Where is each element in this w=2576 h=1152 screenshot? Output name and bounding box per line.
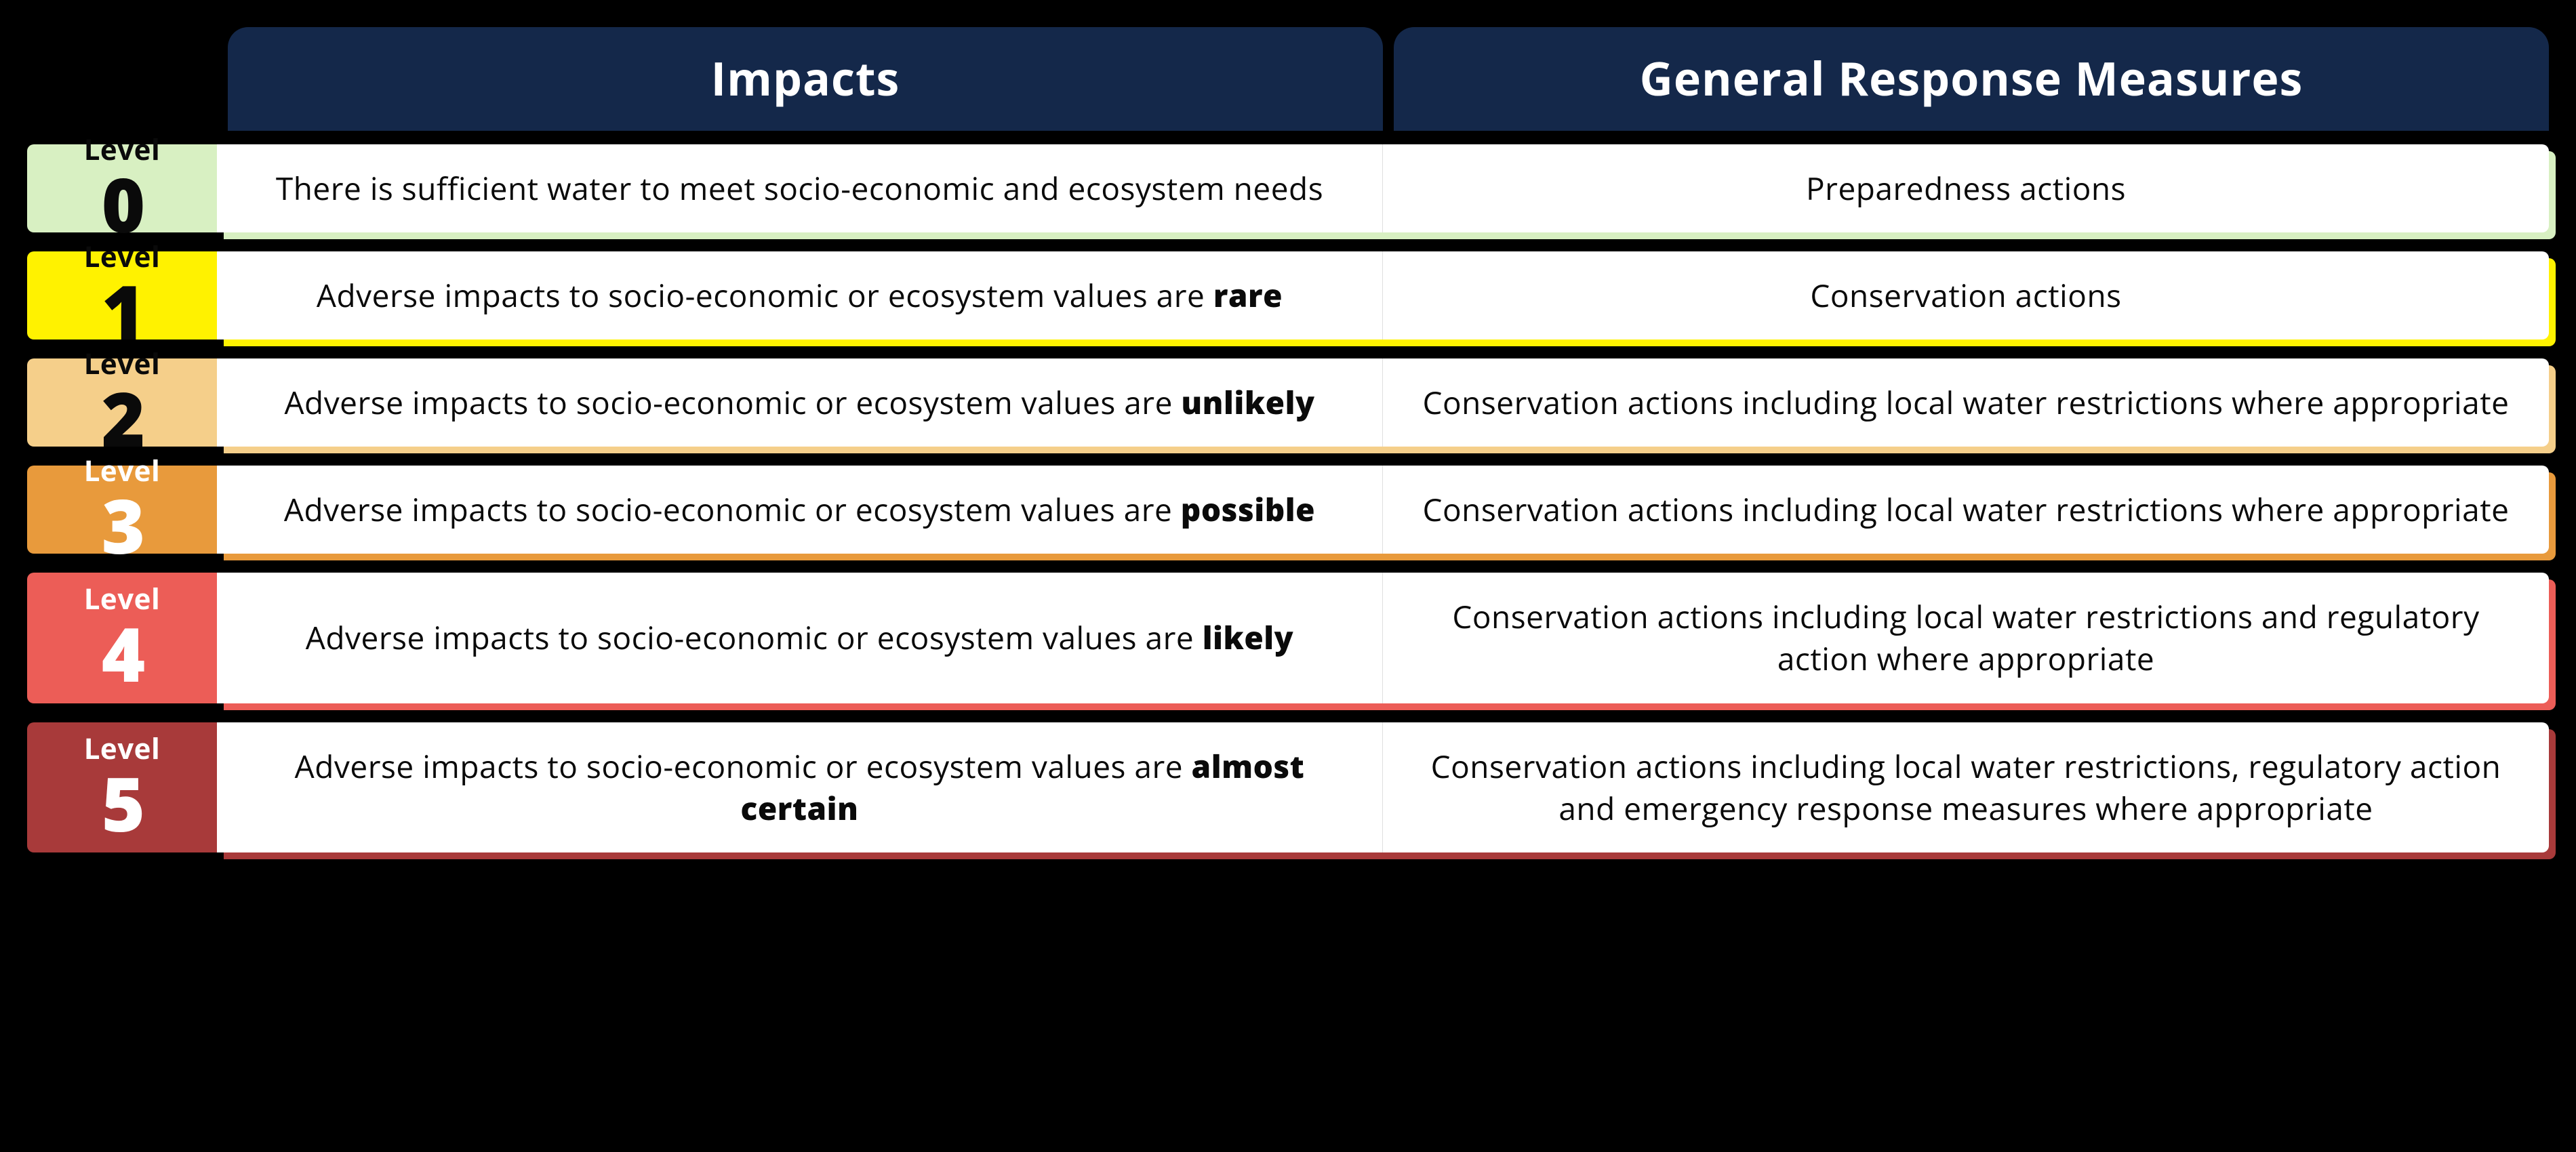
level-number: 3 (102, 488, 142, 562)
row-content: Adverse impacts to socio-economic or eco… (217, 466, 2549, 554)
impacts-bold-term: rare (1213, 274, 1283, 316)
header-responses: General Response Measures (1394, 27, 2549, 131)
response-cell: Conservation actions including local wat… (1383, 573, 2549, 703)
response-text: Conservation actions including local wat… (1413, 596, 2519, 680)
response-text: Conservation actions including local wat… (1413, 745, 2519, 829)
table-row: Level4 Adverse impacts to socio-economic … (27, 573, 2549, 703)
row-content: There is sufficient water to meet socio-… (217, 144, 2549, 232)
row-content: Adverse impacts to socio-economic or eco… (217, 722, 2549, 852)
table-row: Level5 Adverse impacts to socio-economic … (27, 722, 2549, 852)
impacts-cell: Adverse impacts to socio-economic or eco… (217, 573, 1383, 703)
header-spacer (27, 27, 217, 131)
drought-levels-table: Impacts General Response Measures Level0… (27, 27, 2549, 852)
impacts-bold-term: possible (1181, 489, 1315, 531)
impacts-bold-term: likely (1203, 617, 1294, 659)
response-text: Conservation actions including local wat… (1423, 382, 2510, 424)
response-cell: Preparedness actions (1383, 144, 2549, 232)
impacts-cell: Adverse impacts to socio-economic or eco… (217, 722, 1383, 852)
level-badge: Level4 (27, 573, 217, 703)
table-row: Level0 There is sufficient water to meet … (27, 144, 2549, 232)
impacts-text: Adverse impacts to socio-economic or eco… (317, 274, 1283, 316)
level-number: 2 (102, 381, 142, 455)
response-text: Conservation actions (1810, 274, 2121, 316)
response-cell: Conservation actions (1383, 251, 2549, 340)
level-number: 1 (102, 274, 142, 348)
level-number: 0 (102, 167, 142, 241)
response-cell: Conservation actions including local wat… (1383, 722, 2549, 852)
level-badge: Level2 (27, 358, 217, 447)
level-badge: Level5 (27, 722, 217, 852)
row-content: Adverse impacts to socio-economic or eco… (217, 251, 2549, 340)
impacts-cell: Adverse impacts to socio-economic or eco… (217, 358, 1383, 447)
level-number: 4 (102, 616, 142, 691)
level-badge: Level1 (27, 251, 217, 340)
impacts-text: Adverse impacts to socio-economic or eco… (284, 489, 1315, 531)
impacts-bold-term: almost certain (741, 745, 1305, 829)
row-content: Adverse impacts to socio-economic or eco… (217, 358, 2549, 447)
level-number: 5 (102, 766, 142, 840)
response-text: Preparedness actions (1806, 167, 2126, 209)
impacts-cell: Adverse impacts to socio-economic or eco… (217, 251, 1383, 340)
header-impacts: Impacts (228, 27, 1383, 131)
impacts-text: Adverse impacts to socio-economic or eco… (247, 745, 1352, 829)
impacts-text: Adverse impacts to socio-economic or eco… (306, 617, 1293, 659)
impacts-cell: Adverse impacts to socio-economic or eco… (217, 466, 1383, 554)
table-row: Level2 Adverse impacts to socio-economic … (27, 358, 2549, 447)
row-content: Adverse impacts to socio-economic or eco… (217, 573, 2549, 703)
level-badge: Level0 (27, 144, 217, 232)
table-row: Level1 Adverse impacts to socio-economic … (27, 251, 2549, 340)
impacts-cell: There is sufficient water to meet socio-… (217, 144, 1383, 232)
response-cell: Conservation actions including local wat… (1383, 466, 2549, 554)
response-text: Conservation actions including local wat… (1423, 489, 2510, 531)
table-header-row: Impacts General Response Measures (27, 27, 2549, 131)
response-cell: Conservation actions including local wat… (1383, 358, 2549, 447)
impacts-text: There is sufficient water to meet socio-… (276, 167, 1323, 209)
table-row: Level3 Adverse impacts to socio-economic … (27, 466, 2549, 554)
impacts-bold-term: unlikely (1181, 382, 1314, 424)
impacts-text: Adverse impacts to socio-economic or eco… (284, 382, 1314, 424)
level-badge: Level3 (27, 466, 217, 554)
